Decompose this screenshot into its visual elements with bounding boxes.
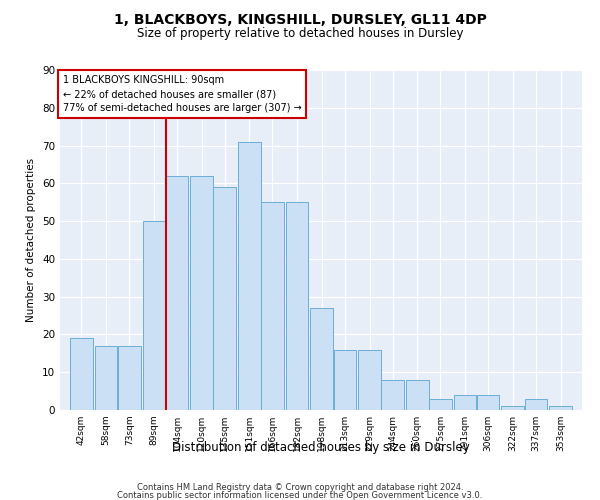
Bar: [358, 350, 381, 410]
Bar: [381, 380, 404, 410]
Bar: [70, 338, 93, 410]
Bar: [429, 398, 452, 410]
Y-axis label: Number of detached properties: Number of detached properties: [26, 158, 37, 322]
Bar: [549, 406, 572, 410]
Bar: [238, 142, 261, 410]
Bar: [477, 395, 499, 410]
Bar: [334, 350, 356, 410]
Bar: [166, 176, 188, 410]
Bar: [95, 346, 118, 410]
Text: Distribution of detached houses by size in Dursley: Distribution of detached houses by size …: [172, 441, 470, 454]
Bar: [190, 176, 213, 410]
Text: 1, BLACKBOYS, KINGSHILL, DURSLEY, GL11 4DP: 1, BLACKBOYS, KINGSHILL, DURSLEY, GL11 4…: [113, 12, 487, 26]
Bar: [214, 187, 236, 410]
Bar: [524, 398, 547, 410]
Text: Contains HM Land Registry data © Crown copyright and database right 2024.: Contains HM Land Registry data © Crown c…: [137, 483, 463, 492]
Bar: [286, 202, 308, 410]
Text: 1 BLACKBOYS KINGSHILL: 90sqm
← 22% of detached houses are smaller (87)
77% of se: 1 BLACKBOYS KINGSHILL: 90sqm ← 22% of de…: [62, 75, 301, 113]
Text: Size of property relative to detached houses in Dursley: Size of property relative to detached ho…: [137, 28, 463, 40]
Bar: [406, 380, 428, 410]
Bar: [261, 202, 284, 410]
Bar: [118, 346, 140, 410]
Bar: [310, 308, 333, 410]
Bar: [502, 406, 524, 410]
Text: Contains public sector information licensed under the Open Government Licence v3: Contains public sector information licen…: [118, 492, 482, 500]
Bar: [143, 221, 165, 410]
Bar: [454, 395, 476, 410]
